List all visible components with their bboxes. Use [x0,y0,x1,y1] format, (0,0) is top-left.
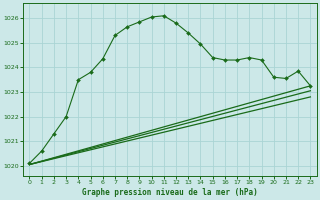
X-axis label: Graphe pression niveau de la mer (hPa): Graphe pression niveau de la mer (hPa) [82,188,258,197]
